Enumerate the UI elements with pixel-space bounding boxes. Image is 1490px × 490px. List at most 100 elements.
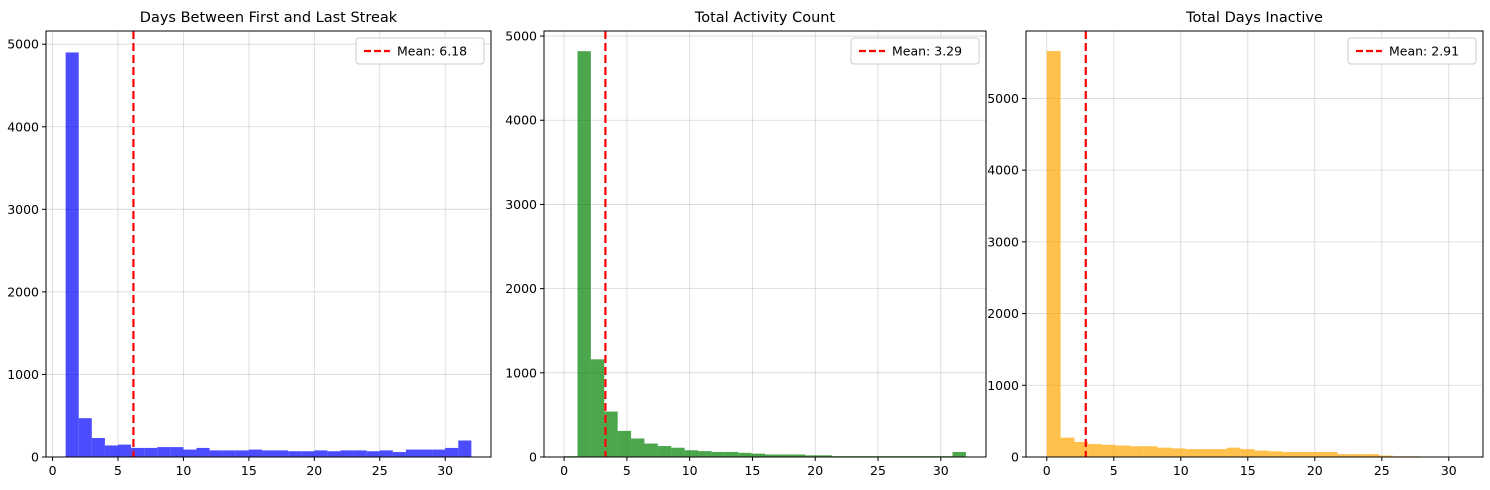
x-tick-label: 15 bbox=[1240, 463, 1256, 478]
histogram-bar bbox=[1143, 446, 1158, 457]
bars bbox=[65, 52, 472, 457]
histogram-bar bbox=[751, 453, 765, 457]
axes-frame bbox=[45, 30, 492, 458]
legend: Mean: 6.18 bbox=[355, 37, 485, 65]
histogram-bar bbox=[1212, 449, 1227, 457]
histogram-bar bbox=[805, 455, 819, 457]
legend-label: Mean: 6.18 bbox=[397, 44, 467, 59]
y-tick-label: 0 bbox=[1011, 450, 1019, 465]
y-tick-label: 3000 bbox=[987, 234, 1019, 249]
y-tick-label: 5000 bbox=[505, 29, 537, 44]
y-tick-label: 2000 bbox=[7, 284, 39, 299]
histogram-bar bbox=[1240, 449, 1255, 457]
histogram-bar bbox=[738, 452, 752, 457]
histogram-bar bbox=[644, 443, 658, 457]
histogram-bar bbox=[1199, 449, 1213, 457]
histogram-bar bbox=[104, 445, 118, 457]
histogram-bar bbox=[419, 449, 433, 457]
histogram-bar bbox=[327, 451, 341, 457]
grid bbox=[46, 31, 491, 458]
histogram-bar bbox=[196, 447, 210, 457]
histogram-bar bbox=[698, 451, 712, 457]
x-tick-label: 25 bbox=[870, 463, 886, 478]
histogram-bar bbox=[379, 450, 393, 457]
histogram-bar bbox=[765, 454, 779, 457]
histogram-bar bbox=[724, 451, 739, 457]
histogram-bar bbox=[952, 451, 966, 457]
histogram-bar bbox=[617, 430, 632, 457]
histogram-bar bbox=[1365, 454, 1380, 457]
histogram-bar bbox=[78, 418, 92, 457]
y-tick-label: 3000 bbox=[505, 197, 537, 212]
x-axis: 0 5 10 15 20 25 30 bbox=[560, 457, 949, 478]
histogram-bar bbox=[131, 447, 145, 457]
histogram-bar bbox=[590, 359, 605, 457]
histogram-bar bbox=[458, 440, 472, 457]
histogram-panel-total-days-inactive: Total Days Inactive 0 5 10 15 20 25 30 0 1000 2000… bbox=[987, 10, 1484, 478]
histogram-bar bbox=[671, 447, 685, 457]
histogram-bar bbox=[1185, 449, 1200, 457]
histogram-bar bbox=[631, 438, 645, 457]
histogram-bar bbox=[577, 51, 591, 457]
histogram-bar bbox=[183, 449, 197, 457]
histogram-bar bbox=[1351, 454, 1366, 457]
x-tick-label: 20 bbox=[306, 463, 322, 478]
legend-label: Mean: 2.91 bbox=[1389, 44, 1459, 59]
histogram-panel-total-activity-count: Total Activity Count 0 5 10 15 20 25 30 0 1000 200… bbox=[505, 10, 987, 478]
legend: Mean: 3.29 bbox=[850, 37, 980, 65]
y-tick-label: 4000 bbox=[505, 113, 537, 128]
histogram-bar bbox=[778, 454, 792, 457]
histogram-panel-days-between-streaks: Days Between First and Last Streak 0 5 10 15… bbox=[7, 10, 492, 478]
histogram-bar bbox=[314, 450, 328, 457]
bars bbox=[1046, 51, 1463, 457]
y-tick-label: 2000 bbox=[987, 306, 1019, 321]
x-tick-label: 15 bbox=[241, 463, 257, 478]
x-axis: 0 5 10 15 20 25 30 bbox=[1043, 457, 1457, 478]
histogram-bar bbox=[657, 446, 672, 457]
legend-box bbox=[355, 37, 485, 65]
histogram-bar bbox=[1102, 444, 1117, 457]
axes-frame bbox=[1025, 30, 1484, 458]
x-tick-label: 10 bbox=[682, 463, 698, 478]
x-tick-label: 10 bbox=[175, 463, 191, 478]
histogram-bar bbox=[1296, 451, 1310, 457]
y-axis: 0 1000 2000 3000 4000 5000 bbox=[7, 37, 46, 465]
x-tick-label: 30 bbox=[437, 463, 453, 478]
histogram-bar bbox=[1060, 437, 1075, 457]
x-tick-label: 25 bbox=[1374, 463, 1390, 478]
x-tick-label: 10 bbox=[1173, 463, 1189, 478]
histogram-bar bbox=[288, 451, 302, 457]
y-tick-label: 3000 bbox=[7, 202, 39, 217]
histogram-bar bbox=[445, 447, 459, 457]
histogram-bar bbox=[235, 450, 249, 457]
histogram-bar bbox=[366, 451, 380, 457]
histogram-bar bbox=[684, 450, 699, 457]
x-tick-label: 5 bbox=[623, 463, 631, 478]
histogram-bar bbox=[301, 451, 315, 457]
histogram-bar bbox=[1129, 446, 1144, 457]
histogram-bar bbox=[1323, 451, 1338, 457]
histogram-bar bbox=[432, 449, 446, 457]
legend-label: Mean: 3.29 bbox=[892, 44, 962, 59]
histogram-bar bbox=[275, 450, 289, 457]
histogram-bar bbox=[1157, 447, 1172, 457]
histogram-bar bbox=[261, 450, 276, 457]
histogram-bar bbox=[144, 447, 158, 457]
histogram-bar bbox=[209, 450, 223, 457]
y-tick-label: 4000 bbox=[987, 163, 1019, 178]
histogram-bar bbox=[1226, 447, 1241, 457]
x-tick-label: 20 bbox=[1307, 463, 1323, 478]
histogram-bar bbox=[157, 447, 171, 457]
axes-frame bbox=[543, 30, 987, 458]
histogram-bar bbox=[392, 452, 406, 457]
x-tick-label: 20 bbox=[807, 463, 823, 478]
y-axis: 0 1000 2000 3000 4000 5000 bbox=[505, 29, 544, 465]
histogram-bar bbox=[1088, 444, 1103, 457]
y-tick-label: 1000 bbox=[505, 365, 537, 380]
y-axis: 0 1000 2000 3000 4000 5000 bbox=[987, 91, 1026, 465]
histogram-bar bbox=[791, 454, 806, 457]
bars bbox=[564, 51, 966, 457]
histogram-bar bbox=[117, 444, 132, 457]
histogram-bar bbox=[1116, 445, 1130, 457]
